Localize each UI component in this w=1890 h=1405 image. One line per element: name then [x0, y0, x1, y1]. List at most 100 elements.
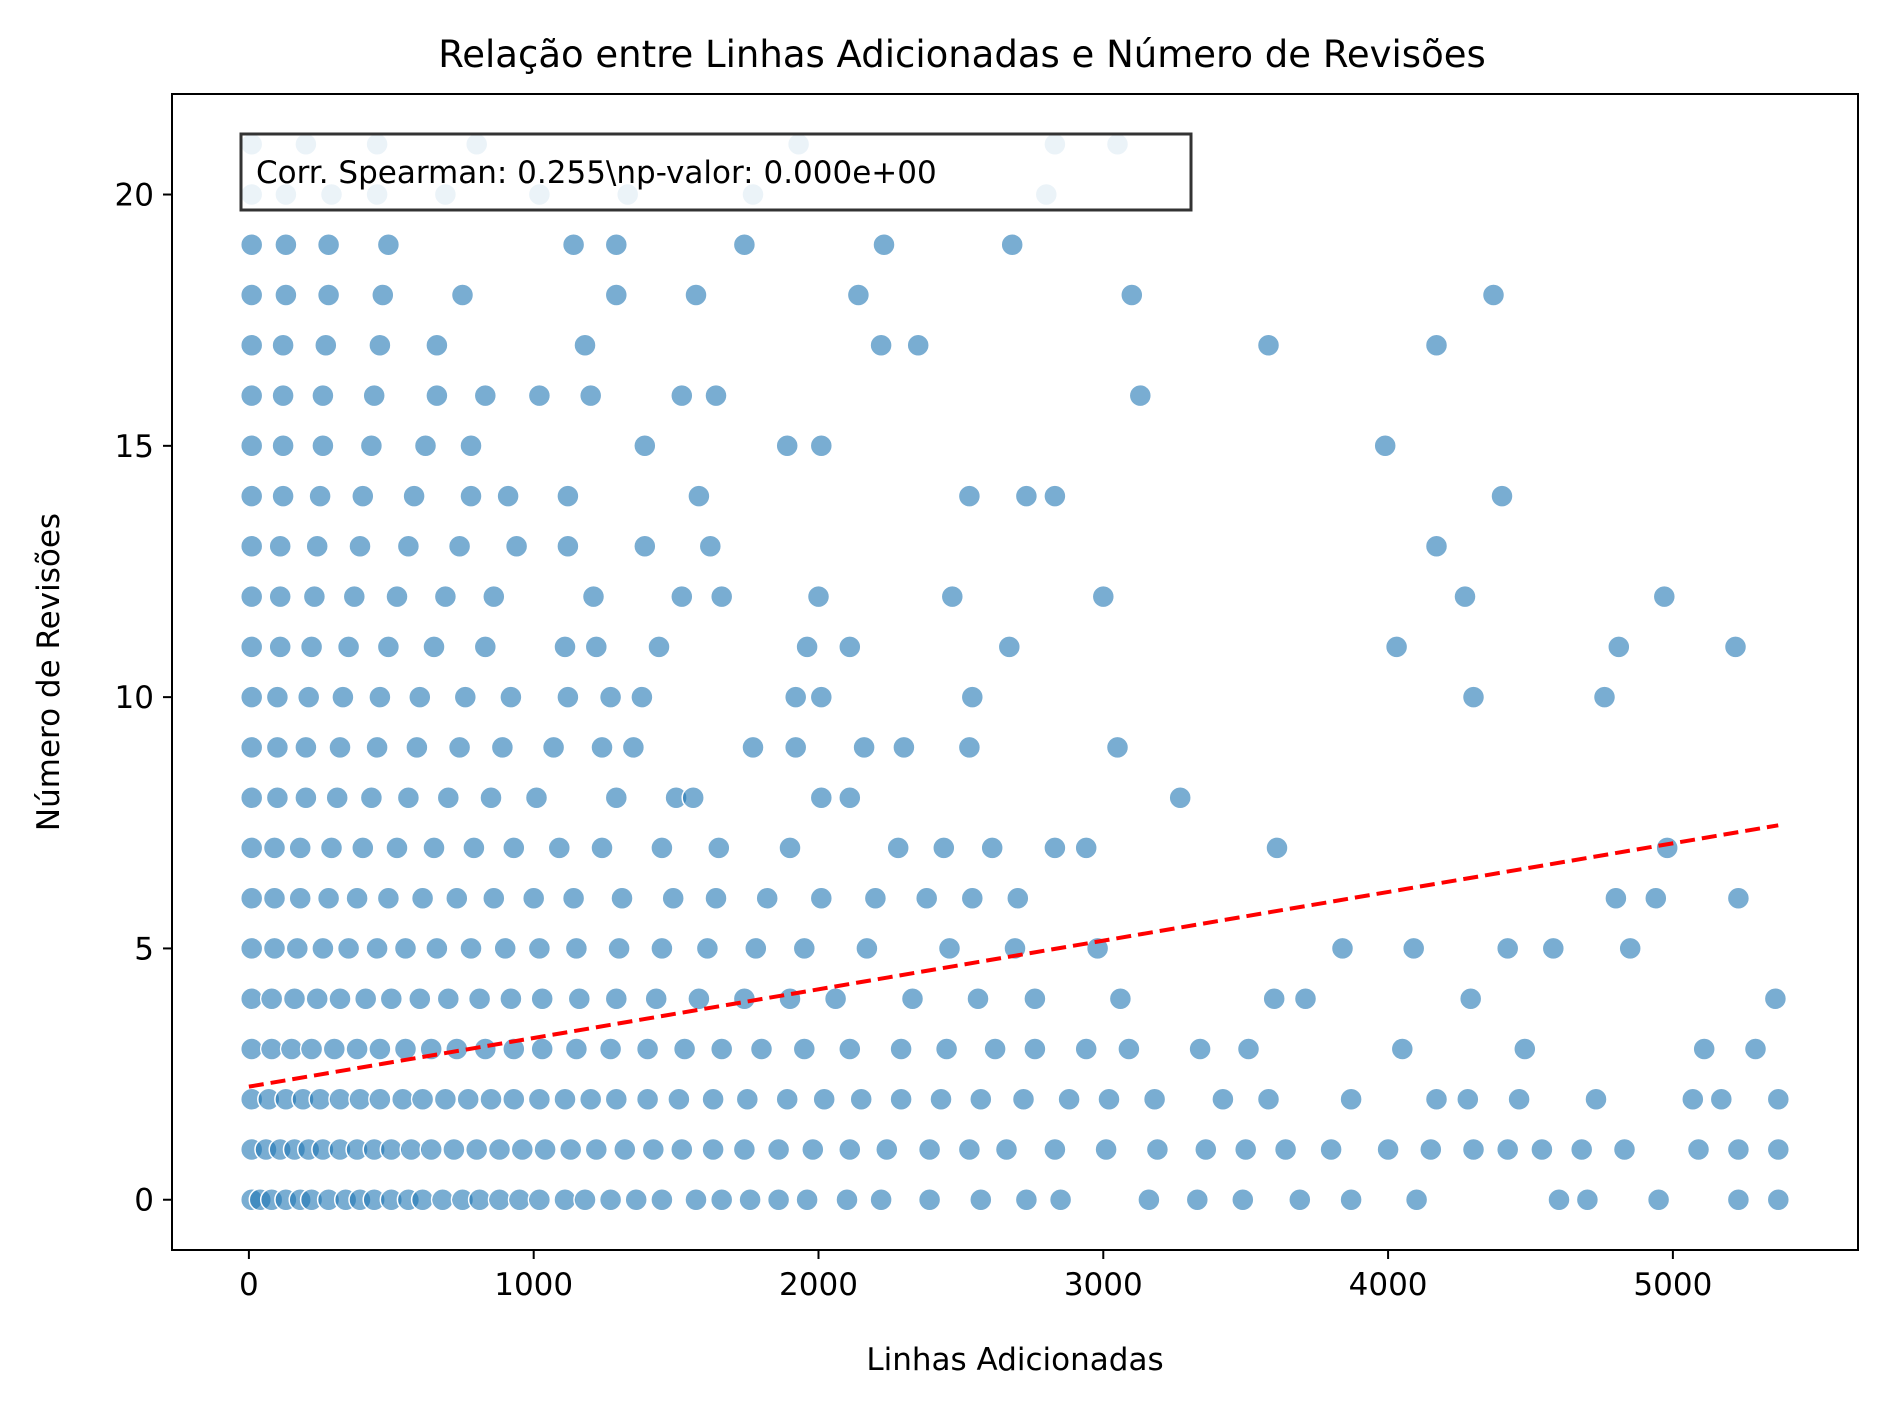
data-point: [704, 886, 728, 910]
x-tick-label: 4000: [1349, 1267, 1428, 1303]
data-point: [316, 283, 341, 307]
data-point: [809, 785, 834, 810]
data-point: [271, 434, 295, 458]
data-point: [556, 484, 580, 508]
data-point: [553, 635, 577, 659]
data-point: [698, 534, 723, 559]
data-point: [1453, 584, 1477, 609]
data-point: [450, 283, 475, 307]
data-point: [271, 333, 295, 358]
data-point: [1120, 283, 1144, 307]
data-point: [735, 1087, 760, 1111]
data-point: [1293, 986, 1318, 1011]
data-point: [1273, 1137, 1298, 1162]
data-point: [838, 785, 862, 810]
data-point: [1513, 1037, 1537, 1061]
data-point: [581, 584, 606, 609]
data-point: [467, 986, 492, 1011]
data-point: [239, 434, 264, 458]
chart-title: Relação entre Linhas Adicionadas e Númer…: [438, 33, 1486, 76]
data-point: [732, 233, 757, 257]
data-point: [969, 1087, 993, 1111]
data-point: [274, 233, 298, 257]
data-point: [442, 1137, 466, 1162]
data-point: [852, 735, 876, 760]
data-point: [336, 635, 361, 659]
data-point: [1330, 936, 1355, 961]
data-point: [917, 1137, 942, 1162]
data-point: [345, 886, 369, 910]
data-point: [385, 836, 409, 860]
data-point: [319, 836, 344, 860]
data-point: [294, 785, 318, 810]
data-point: [279, 1037, 304, 1061]
data-point: [487, 1137, 512, 1162]
data-point: [633, 434, 657, 458]
data-point: [464, 1137, 489, 1162]
data-point: [1766, 1187, 1791, 1212]
data-point: [1424, 333, 1449, 358]
data-point: [419, 1137, 443, 1162]
data-point: [1339, 1187, 1363, 1212]
data-point: [433, 1087, 458, 1111]
data-point: [1723, 635, 1748, 659]
data-point: [604, 283, 629, 307]
data-point: [1376, 1137, 1400, 1162]
data-point: [809, 434, 834, 458]
data-point: [527, 1187, 552, 1212]
data-point: [1074, 1037, 1098, 1061]
data-point: [1507, 1087, 1531, 1111]
data-point: [408, 685, 432, 709]
data-point: [299, 1037, 324, 1061]
data-point: [410, 886, 435, 910]
data-point: [1541, 936, 1566, 961]
data-point: [521, 886, 546, 910]
data-point: [1726, 1137, 1751, 1162]
data-point: [1686, 1137, 1711, 1162]
data-point: [473, 635, 498, 659]
data-point: [479, 1087, 503, 1111]
data-point: [778, 836, 802, 860]
data-point: [892, 735, 916, 760]
data-point: [422, 635, 446, 659]
data-point: [239, 333, 264, 358]
data-point: [1547, 1187, 1571, 1212]
data-point: [268, 534, 292, 559]
data-point: [940, 584, 965, 609]
data-point: [672, 1037, 697, 1061]
data-point: [239, 283, 264, 307]
data-point: [385, 584, 409, 609]
data-point: [413, 434, 438, 458]
data-point: [268, 584, 292, 609]
data-point: [783, 735, 808, 760]
data-point: [296, 685, 321, 709]
data-point: [889, 1087, 913, 1111]
data-point: [502, 1087, 526, 1111]
data-point: [1288, 1187, 1312, 1212]
data-point: [1424, 1087, 1449, 1111]
data-point: [487, 1187, 512, 1212]
x-tick-label: 5000: [1633, 1267, 1712, 1303]
data-point: [806, 584, 831, 609]
data-point: [259, 1037, 284, 1061]
data-point: [635, 1087, 660, 1111]
data-point: [1644, 886, 1668, 910]
data-point: [1612, 1137, 1637, 1162]
data-point: [239, 1037, 264, 1061]
data-point: [598, 1187, 623, 1212]
data-point: [1023, 986, 1047, 1011]
data-point: [1094, 1137, 1118, 1162]
plot-frame: [171, 93, 1859, 1251]
data-point: [311, 434, 335, 458]
data-point: [823, 986, 848, 1011]
data-point: [1188, 1037, 1212, 1061]
data-point: [1584, 1087, 1608, 1111]
data-point: [838, 1037, 862, 1061]
data-point: [701, 1137, 725, 1162]
data-point: [351, 484, 375, 508]
data-point: [499, 986, 523, 1011]
data-point: [459, 434, 483, 458]
data-point: [316, 233, 341, 257]
data-point: [376, 635, 401, 659]
data-point: [239, 233, 264, 257]
